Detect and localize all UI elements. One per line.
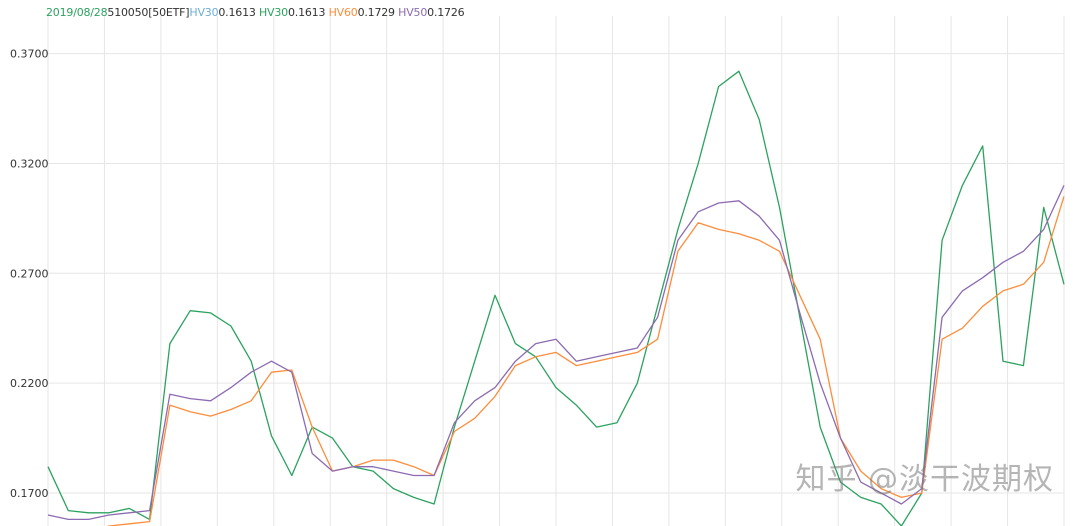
legend-item-hv30-a: HV300.1613 bbox=[189, 6, 256, 19]
chart-grid bbox=[47, 16, 1065, 526]
watermark: 知乎 @淡干波期权 bbox=[795, 462, 1054, 497]
legend-date: 2019/08/28 bbox=[46, 6, 108, 19]
y-tick-label: 0.3200 bbox=[10, 157, 49, 170]
y-tick-label: 0.2700 bbox=[10, 267, 49, 280]
series-line-0 bbox=[47, 70, 1065, 526]
chart-legend: 2019/08/28510050[50ETF]HV300.1613 HV300.… bbox=[46, 6, 465, 19]
y-tick-label: 0.3700 bbox=[10, 48, 49, 61]
series-line-1 bbox=[106, 196, 1065, 526]
y-tick-label: 0.1700 bbox=[10, 487, 49, 500]
legend-item-hv60: HV600.1729 bbox=[328, 6, 395, 19]
series-line-2 bbox=[47, 185, 1065, 521]
series-lines bbox=[47, 70, 1065, 526]
legend-item-hv30-b: HV300.1613 bbox=[258, 6, 326, 19]
y-axis: 0.3700 0.3200 0.2700 0.2200 0.1700 bbox=[10, 48, 49, 500]
y-tick-label: 0.2200 bbox=[10, 377, 49, 390]
legend-item-hv50: HV500.1726 bbox=[398, 6, 465, 19]
legend-symbol: 510050[50ETF] bbox=[107, 6, 190, 19]
